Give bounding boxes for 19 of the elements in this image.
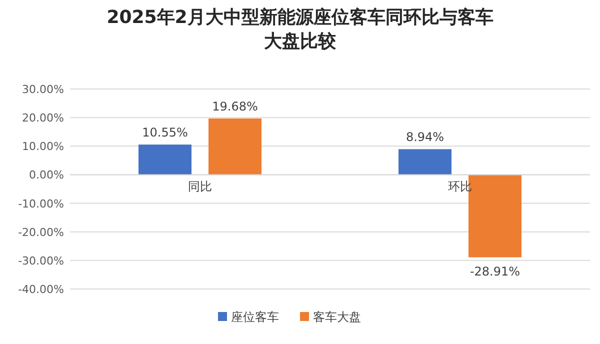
x-tick-label: 同比: [188, 180, 212, 194]
bar: [208, 118, 262, 175]
y-tick-label: -10.00%: [18, 197, 64, 210]
data-label: 19.68%: [212, 99, 258, 114]
data-label: 10.55%: [142, 126, 188, 140]
y-tick-label: 0.00%: [29, 168, 64, 182]
y-tick-label: 20.00%: [22, 112, 64, 125]
chart-title: 2025年2月大中型新能源座位客车同环比与客车大盘比较: [106, 6, 494, 54]
y-tick-label: 30.00%: [22, 83, 64, 96]
data-label: 8.94%: [406, 130, 444, 144]
y-tick-label: -40.00%: [18, 283, 64, 296]
bar: [398, 149, 452, 175]
data-label: -28.91%: [470, 264, 520, 278]
bar: [138, 144, 192, 175]
legend-label: 客车大盘: [313, 310, 361, 324]
y-tick-label: 10.00%: [22, 140, 64, 154]
y-tick-label: -30.00%: [18, 254, 64, 268]
legend-label: 座位客车: [231, 310, 279, 324]
y-tick-label: -20.00%: [18, 226, 64, 239]
